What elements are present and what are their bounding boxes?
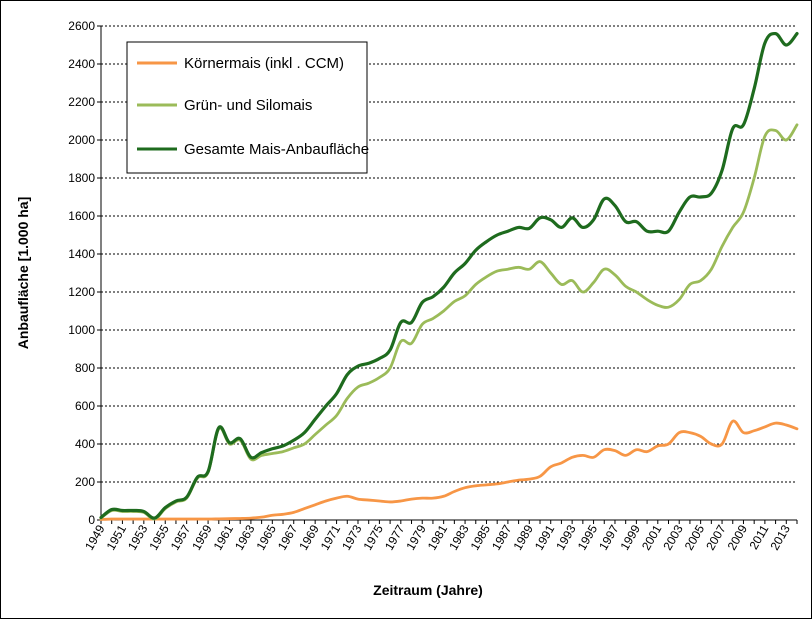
legend-label-koernermais: Körnermais (inkl . CCM) bbox=[184, 55, 344, 72]
series-line-koernermais bbox=[99, 419, 799, 521]
y-tick-label: 200 bbox=[75, 475, 95, 489]
x-tick-label: 1977 bbox=[382, 522, 408, 552]
legend-label-gesamt: Gesamte Mais-Anbaufläche bbox=[184, 141, 369, 158]
y-tick-label: 1000 bbox=[68, 323, 95, 337]
x-tick-label: 1979 bbox=[403, 522, 429, 552]
y-tick-label: 2200 bbox=[68, 95, 95, 109]
y-tick-label: 1400 bbox=[68, 247, 95, 261]
y-tick-label: 800 bbox=[75, 361, 95, 375]
x-tick-label: 1957 bbox=[168, 522, 194, 552]
x-tick-label: 1949 bbox=[82, 522, 108, 552]
x-tick-label: 2003 bbox=[660, 522, 686, 552]
y-axis-title: Anbaufläche [1.000 ha] bbox=[15, 197, 31, 350]
x-tick-label: 1987 bbox=[489, 522, 515, 552]
x-tick-label: 1969 bbox=[296, 522, 322, 552]
x-tick-label: 1961 bbox=[211, 522, 237, 552]
y-tick-label: 400 bbox=[75, 437, 95, 451]
series-line-gruenmais bbox=[99, 123, 799, 521]
x-tick-label: 2011 bbox=[746, 522, 771, 552]
x-tick-label: 1993 bbox=[553, 522, 579, 552]
y-tick-label: 1200 bbox=[68, 285, 95, 299]
x-tick-label: 1973 bbox=[339, 522, 365, 552]
y-tick-label: 600 bbox=[75, 399, 95, 413]
x-tick-label: 2007 bbox=[703, 522, 729, 552]
x-tick-label: 1991 bbox=[532, 522, 558, 552]
x-tick-label: 1967 bbox=[275, 522, 301, 552]
x-tick-label: 1951 bbox=[104, 522, 130, 552]
y-tick-label: 1600 bbox=[68, 209, 95, 223]
x-tick-label: 1953 bbox=[125, 522, 151, 552]
x-tick-label: 2005 bbox=[682, 522, 708, 552]
y-tick-label: 2600 bbox=[68, 19, 95, 33]
y-tick-label: 2400 bbox=[68, 57, 95, 71]
y-tick-label: 1800 bbox=[68, 171, 95, 185]
legend: Körnermais (inkl . CCM) Grün- und Siloma… bbox=[126, 41, 369, 174]
y-tick-label: 0 bbox=[88, 513, 95, 527]
x-tick-label: 1975 bbox=[361, 522, 387, 552]
x-tick-label: 1989 bbox=[510, 522, 536, 552]
series-line-gesamt bbox=[99, 31, 799, 520]
x-tick-label: 1971 bbox=[318, 522, 344, 552]
series-lines bbox=[99, 31, 799, 521]
x-tick-label: 1995 bbox=[575, 522, 601, 552]
y-tick-labels: 0 200 400 600 800 1000 1200 1400 1600 1800 2000 220… bbox=[68, 19, 95, 527]
x-tick-label: 1963 bbox=[232, 522, 258, 552]
y-tick-label: 2000 bbox=[68, 133, 95, 147]
x-tick-label: 1999 bbox=[618, 522, 644, 552]
x-tick-label: 2009 bbox=[725, 522, 751, 552]
x-tick-label: 1959 bbox=[189, 522, 215, 552]
legend-label-gruenmais: Grün- und Silomais bbox=[184, 97, 312, 114]
x-tick-label: 2013 bbox=[767, 522, 793, 552]
x-tick-label: 1997 bbox=[596, 522, 622, 552]
x-tick-label: 1981 bbox=[425, 522, 451, 552]
x-tick-label: 1985 bbox=[468, 522, 494, 552]
x-tick-label: 1955 bbox=[146, 522, 172, 552]
x-tick-label: 2001 bbox=[639, 522, 665, 552]
x-tick-label: 1965 bbox=[253, 522, 279, 552]
x-tick-label: 1983 bbox=[446, 522, 472, 552]
x-tick-labels: 1949195119531955195719591961196319651967… bbox=[82, 522, 793, 552]
x-axis-title: Zeitraum (Jahre) bbox=[373, 582, 483, 598]
